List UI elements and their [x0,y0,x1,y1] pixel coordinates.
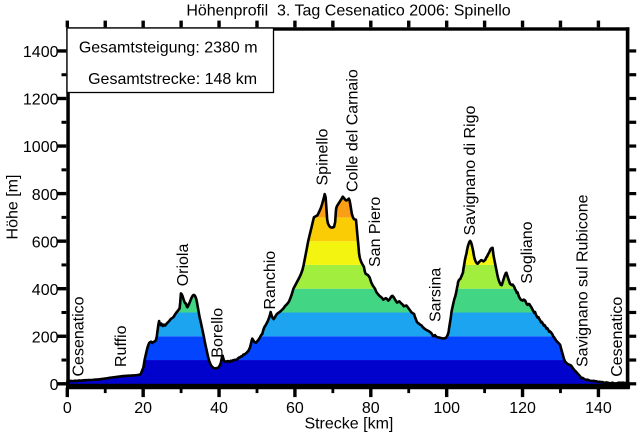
svg-text:Gesamtsteigung: 2380 m: Gesamtsteigung: 2380 m [79,40,258,57]
svg-text:Cesenatico: Cesenatico [71,296,88,376]
svg-text:600: 600 [32,234,59,251]
svg-text:Strecke [km]: Strecke [km] [304,415,393,432]
svg-text:Borello: Borello [209,308,226,358]
svg-text:Cesenatico: Cesenatico [609,297,626,377]
svg-text:140: 140 [585,400,612,417]
svg-text:200: 200 [32,329,59,346]
svg-text:40: 40 [210,400,228,417]
svg-text:800: 800 [32,187,59,204]
svg-text:400: 400 [32,282,59,299]
svg-text:Savignano di Rigo: Savignano di Rigo [462,106,479,236]
svg-text:Höhenprofil 3. Tag Cesenatico: Höhenprofil 3. Tag Cesenatico 2006: Spin… [186,3,510,20]
svg-text:Colle del Carnaio: Colle del Carnaio [344,69,361,192]
svg-text:1400: 1400 [23,44,59,61]
svg-text:Gesamtstrecke: 148 km: Gesamtstrecke: 148 km [88,71,257,88]
svg-text:0: 0 [50,377,59,394]
svg-text:Höhe [m]: Höhe [m] [5,175,22,240]
svg-text:Ruffio: Ruffio [113,325,130,367]
svg-text:20: 20 [134,400,152,417]
svg-text:Savignano sul Rubicone: Savignano sul Rubicone [575,194,592,367]
svg-text:Sogliano: Sogliano [519,221,536,283]
svg-text:0: 0 [63,400,72,417]
svg-text:100: 100 [433,400,460,417]
svg-text:60: 60 [286,400,304,417]
svg-text:Oriola: Oriola [175,244,192,287]
svg-text:Ranchio: Ranchio [262,251,279,310]
svg-text:1000: 1000 [23,139,59,156]
svg-text:San Piero: San Piero [367,197,384,267]
svg-text:1200: 1200 [23,92,59,109]
svg-text:80: 80 [362,400,380,417]
svg-text:Sarsina: Sarsina [428,268,445,322]
svg-text:120: 120 [509,400,536,417]
svg-text:Spinello: Spinello [315,128,332,185]
